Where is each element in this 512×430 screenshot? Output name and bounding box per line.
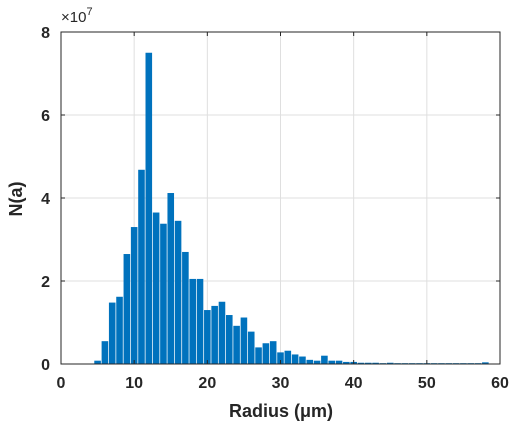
histogram-bar — [386, 362, 394, 364]
x-tick-label: 30 — [272, 375, 290, 392]
histogram-bar — [262, 343, 270, 364]
histogram-bar — [482, 362, 489, 364]
histogram-bar — [306, 359, 314, 364]
histogram-bar — [174, 220, 182, 364]
histogram-bar — [182, 251, 189, 364]
histogram-bar — [152, 212, 160, 364]
x-tick-label: 40 — [345, 375, 363, 392]
histogram-bar — [335, 360, 343, 364]
x-tick-label: 10 — [125, 375, 143, 392]
histogram-bar — [291, 354, 299, 364]
histogram-bar — [247, 331, 255, 364]
histogram-bar — [269, 341, 277, 364]
x-tick-label: 60 — [491, 375, 509, 392]
x-tick-label: 20 — [198, 375, 216, 392]
histogram-bar — [167, 193, 175, 364]
histogram-bar — [284, 350, 292, 364]
histogram-bar — [108, 302, 116, 364]
y-tick-label: 2 — [41, 274, 50, 291]
histogram-bar — [116, 296, 123, 364]
histogram-bar — [233, 325, 240, 364]
histogram-bar — [211, 305, 218, 364]
y-axis-label: N(a) — [6, 181, 26, 216]
histogram-bar — [145, 52, 153, 364]
y-tick-label: 6 — [41, 108, 50, 125]
histogram-bar — [321, 355, 328, 364]
histogram-bar — [138, 169, 145, 364]
x-tick-label: 0 — [57, 375, 66, 392]
x-tick-label: 50 — [418, 375, 436, 392]
histogram-bar — [101, 341, 109, 364]
histogram-bar — [277, 352, 284, 364]
histogram-bar — [299, 356, 306, 364]
histogram-bar — [160, 223, 167, 364]
axis-ticks: 0 10 20 30 40 50 60 0 2 4 6 8 — [41, 25, 509, 392]
histogram-bar — [196, 278, 204, 364]
histogram-bar — [130, 227, 138, 364]
x-axis-label: Radius (μm) — [229, 401, 333, 421]
histogram-bar — [204, 310, 211, 364]
histogram-bar — [313, 360, 321, 364]
histogram-bar — [328, 360, 336, 364]
histogram-bar — [372, 362, 379, 364]
histogram-bar — [189, 278, 196, 364]
histogram-bar — [365, 362, 372, 364]
histogram-bar — [94, 360, 101, 364]
y-tick-label: 8 — [41, 25, 50, 42]
histogram-bar — [123, 254, 131, 364]
histogram-bar — [218, 301, 226, 364]
y-tick-label: 0 — [41, 357, 50, 374]
histogram-bar — [240, 317, 248, 364]
histogram-bar — [225, 315, 233, 364]
histogram-bar — [255, 347, 262, 364]
histogram-bar — [357, 362, 365, 364]
y-exponent-label: ×107 — [61, 6, 93, 26]
histogram-bar — [343, 361, 350, 364]
y-tick-label: 4 — [41, 191, 50, 208]
